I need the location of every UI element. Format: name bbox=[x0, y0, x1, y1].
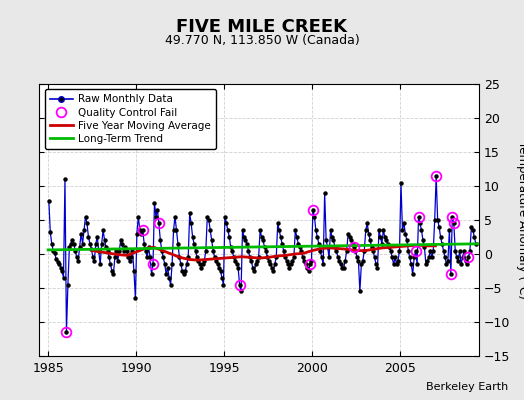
Legend: Raw Monthly Data, Quality Control Fail, Five Year Moving Average, Long-Term Tren: Raw Monthly Data, Quality Control Fail, … bbox=[45, 89, 216, 149]
Text: FIVE MILE CREEK: FIVE MILE CREEK bbox=[177, 18, 347, 36]
Y-axis label: Temperature Anomaly (°C): Temperature Anomaly (°C) bbox=[517, 141, 524, 299]
Text: 49.770 N, 113.850 W (Canada): 49.770 N, 113.850 W (Canada) bbox=[165, 34, 359, 47]
Text: Berkeley Earth: Berkeley Earth bbox=[426, 382, 508, 392]
